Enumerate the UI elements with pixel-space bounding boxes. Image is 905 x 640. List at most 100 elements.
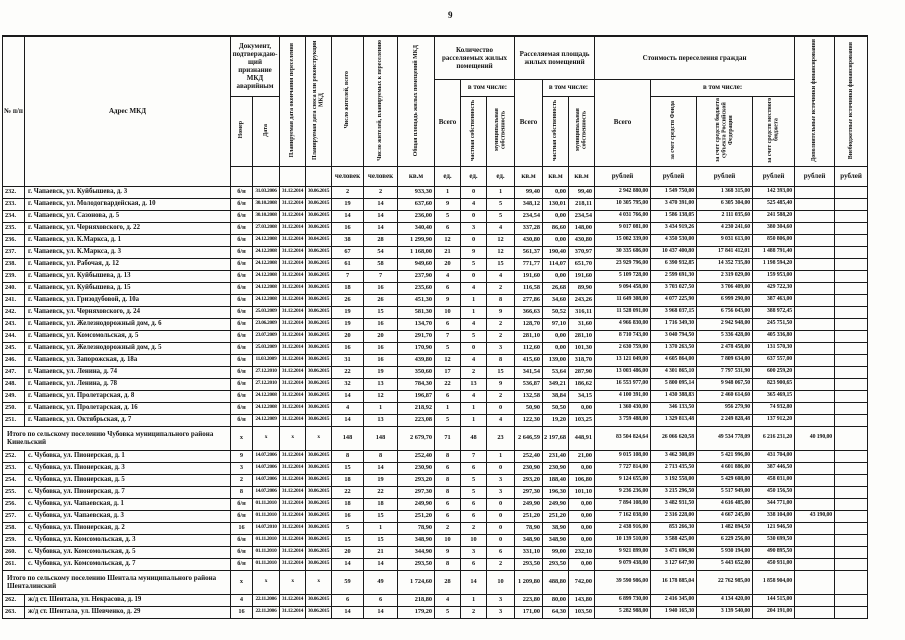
cell: 30.06.2015 bbox=[305, 473, 333, 487]
cell: 22 bbox=[434, 377, 462, 391]
cell: 291,70 bbox=[397, 329, 436, 343]
cell: 2 bbox=[434, 521, 462, 535]
cell: 31.12.2014 bbox=[279, 497, 307, 511]
cell bbox=[834, 281, 869, 295]
cell: 31 bbox=[331, 353, 365, 367]
cell: 0 bbox=[486, 521, 516, 535]
cell: 2 bbox=[460, 605, 488, 619]
row-number: 254. bbox=[2, 473, 25, 487]
col-header-cost-fund: за счет средств Фонда bbox=[650, 95, 698, 167]
cell: 234,54 bbox=[568, 209, 596, 223]
row-number: 237. bbox=[2, 245, 25, 259]
cell: 30.06.2015 bbox=[305, 269, 333, 283]
cell: 15 bbox=[331, 533, 365, 547]
cell: 23 929 796,00 bbox=[594, 257, 652, 271]
cell bbox=[794, 593, 836, 607]
cell: 1 724,60 bbox=[397, 569, 436, 595]
cell: 13 bbox=[363, 377, 399, 391]
cell: 2 197,68 bbox=[542, 425, 570, 451]
cell: 4 bbox=[434, 269, 462, 283]
cell: 536,87 bbox=[514, 377, 544, 391]
cell: 4 bbox=[331, 401, 365, 415]
cell: 30.06.2015 bbox=[305, 365, 333, 379]
address-cell: г. Чапаевск, ул. Пролетарская, д. 16 bbox=[24, 401, 231, 415]
cell: 7 162 038,00 bbox=[594, 509, 652, 523]
cell: 415,60 bbox=[514, 353, 544, 367]
address-cell: с. Чубовка, ул. Чапаевская, д. 3 bbox=[24, 509, 231, 523]
cell: 6 bbox=[486, 545, 516, 559]
cell: 30.06.2015 bbox=[305, 341, 333, 355]
cell: 48 bbox=[460, 425, 488, 451]
cell bbox=[834, 509, 869, 523]
address-cell: г. Чапаевск, ул. Черняховского, д. 22 bbox=[24, 221, 231, 235]
cell: 6 bbox=[460, 497, 488, 511]
cell: 101,10 bbox=[568, 485, 596, 499]
cell: 1 329 813,48 bbox=[650, 413, 698, 427]
cell: 0,00 bbox=[568, 509, 596, 523]
total-area-label: Общая площадь жилых помещений МКД bbox=[412, 44, 419, 156]
cell: 380 304,60 bbox=[752, 221, 796, 235]
cell: 8 bbox=[230, 485, 253, 499]
cell: 7 797 531,90 bbox=[696, 365, 754, 379]
table-row: 244. г. Чапаевск, ул. Комсомольская, д. 5… bbox=[2, 329, 869, 343]
cell: 429 722,30 bbox=[752, 281, 796, 295]
cell: 3 bbox=[486, 473, 516, 487]
row-number: 238. bbox=[2, 257, 25, 271]
cell bbox=[794, 305, 836, 319]
cell: 2 249 828,48 bbox=[696, 413, 754, 427]
cell: 143,80 bbox=[568, 593, 596, 607]
cell: 190,40 bbox=[542, 245, 570, 259]
cell: 4 601 886,00 bbox=[696, 461, 754, 475]
cell bbox=[794, 545, 836, 559]
cell: 0,00 bbox=[568, 461, 596, 475]
cell: х bbox=[305, 425, 333, 451]
cell: 39 590 986,00 bbox=[594, 569, 652, 595]
cell: 281,10 bbox=[568, 329, 596, 343]
cell bbox=[834, 221, 869, 235]
cell: 30.06.2015 bbox=[305, 305, 333, 319]
cell: б/н bbox=[230, 317, 253, 331]
address-cell: г. Чапаевск, ул. Пролетарская, д. 8 bbox=[24, 389, 231, 403]
cell: 19 bbox=[331, 317, 365, 331]
cell: 83 504 824,64 bbox=[594, 425, 652, 451]
row-number: 247. bbox=[2, 365, 25, 379]
col-header-address: Адрес МКД bbox=[24, 35, 231, 187]
cell: 31.12.2014 bbox=[279, 473, 307, 487]
cell: 2 bbox=[363, 185, 399, 199]
cell: б/н bbox=[230, 221, 253, 235]
cell: 26 066 620,58 bbox=[650, 425, 698, 451]
cell bbox=[834, 305, 869, 319]
cell: 232,10 bbox=[568, 545, 596, 559]
cell: 3 215 296,50 bbox=[650, 485, 698, 499]
row-number: 233. bbox=[2, 197, 25, 211]
cell: 252,40 bbox=[514, 449, 544, 463]
cell: 34,15 bbox=[568, 389, 596, 403]
cell: 19 bbox=[331, 305, 365, 319]
col-header-units-municipal: муниципальная собственность bbox=[486, 95, 516, 167]
cell: 5 bbox=[434, 341, 462, 355]
cell: 30.06.2015 bbox=[305, 497, 333, 511]
cell: б/н bbox=[230, 341, 253, 355]
cell: 8 bbox=[434, 557, 462, 571]
cell: 341,54 bbox=[514, 365, 544, 379]
cell: 5 109 728,00 bbox=[594, 269, 652, 283]
cell: б/н bbox=[230, 269, 253, 283]
row-number: 256. bbox=[2, 497, 25, 511]
cell: 14.07.2006 bbox=[251, 473, 281, 487]
cell: 458 031,00 bbox=[752, 473, 796, 487]
cell bbox=[794, 533, 836, 547]
cell: 80,00 bbox=[542, 593, 570, 607]
cell: 10 305 795,00 bbox=[594, 197, 652, 211]
cell: 31.12.2014 bbox=[279, 413, 307, 427]
address-cell: г. Чапаевск, ул. Рабочая, д. 12 bbox=[24, 257, 231, 271]
cell: 297,30 bbox=[397, 485, 436, 499]
col-header-residents-planned: Число жителей, планируемых к переселению bbox=[363, 35, 399, 167]
cell: 2 319 029,00 bbox=[696, 269, 754, 283]
cell: 0,00 bbox=[542, 185, 570, 199]
cell: 01.11.2010 bbox=[251, 509, 281, 523]
cell: 18 bbox=[331, 281, 365, 295]
cell: 64,30 bbox=[542, 605, 570, 619]
cell: б/н bbox=[230, 185, 253, 199]
